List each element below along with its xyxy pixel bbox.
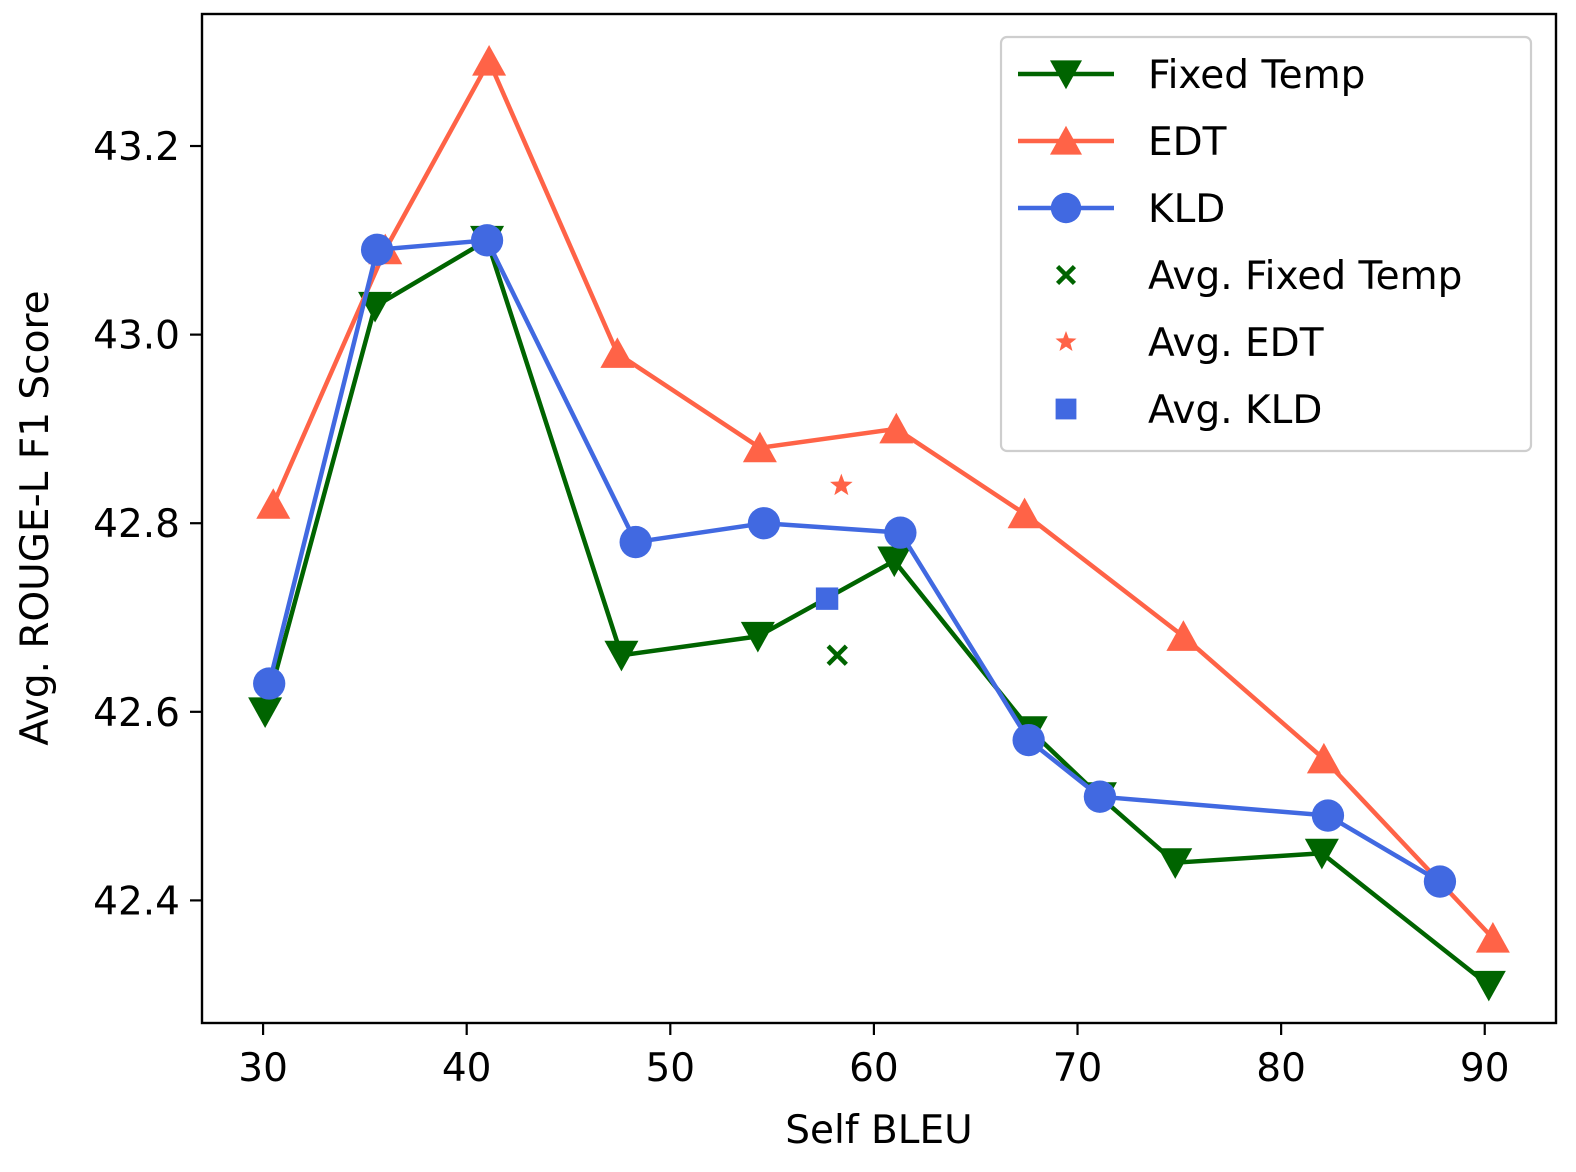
data-point	[472, 44, 507, 76]
y-tick-label: 43.0	[93, 314, 180, 359]
x-tick-label: 60	[849, 1046, 899, 1091]
data-point	[1083, 780, 1117, 813]
data-point	[1166, 620, 1201, 651]
series-avg-fixed-temp	[826, 644, 848, 666]
series-line	[267, 238, 1442, 884]
data-point	[879, 412, 914, 444]
data-point	[826, 644, 848, 666]
x-tick-label: 40	[442, 1046, 492, 1091]
legend-marker	[1050, 60, 1082, 90]
y-axis: 42.4 42.6 42.8 43.0 43.2	[93, 125, 202, 924]
x-axis: 30 40 50 60 70 80 90	[238, 1023, 1510, 1091]
x-tick-label: 90	[1460, 1046, 1510, 1091]
legend-label: Fixed Temp	[1148, 53, 1365, 98]
legend-box	[999, 35, 1533, 453]
series-avg-kld	[815, 587, 839, 610]
legend: Fixed Temp EDT KLD Avg. Fixed Temp Avg. EDT A…	[999, 35, 1533, 453]
data-point	[256, 488, 291, 519]
data-point	[604, 640, 639, 672]
legend-marker	[1055, 398, 1077, 420]
data-point	[815, 587, 839, 610]
data-point	[740, 621, 775, 653]
data-point	[1471, 970, 1506, 1002]
legend-marker	[1055, 330, 1077, 351]
data-point	[600, 337, 635, 368]
y-tick-label: 43.2	[93, 125, 180, 170]
legend-item-avg-kld: Avg. KLD	[1055, 388, 1322, 433]
data-point	[1475, 921, 1510, 953]
legend-item-avg-fixed-temp: Avg. Fixed Temp	[1055, 254, 1462, 299]
series-edt	[256, 44, 1510, 953]
legend-label: KLD	[1148, 187, 1225, 232]
data-point	[248, 697, 283, 728]
data-point	[470, 224, 504, 257]
x-tick-label: 30	[238, 1046, 288, 1091]
legend-label: Avg. KLD	[1148, 388, 1322, 433]
y-tick-label: 42.8	[93, 502, 180, 547]
data-point	[830, 473, 853, 496]
series-avg-edt	[830, 473, 853, 496]
legend-label: Avg. EDT	[1148, 321, 1324, 366]
data-point	[1007, 497, 1042, 529]
series-line	[271, 58, 1495, 940]
series-layer	[248, 44, 1510, 1002]
legend-item-avg-edt: Avg. EDT	[1055, 321, 1324, 366]
data-point	[360, 233, 394, 266]
x-tick-label: 70	[1053, 1046, 1103, 1091]
legend-item-fixed-temp: Fixed Temp	[1018, 53, 1365, 98]
legend-item-edt: EDT	[1018, 120, 1227, 165]
data-point	[253, 667, 286, 700]
x-tick-label: 50	[645, 1046, 695, 1091]
legend-marker	[1050, 192, 1082, 224]
legend-item-kld: KLD	[1018, 187, 1225, 232]
legend-label: Avg. Fixed Temp	[1148, 254, 1462, 299]
legend-label: EDT	[1148, 120, 1227, 165]
data-point	[877, 546, 912, 578]
data-point	[1423, 865, 1457, 898]
data-point	[1012, 723, 1045, 757]
data-point	[884, 516, 917, 549]
y-tick-label: 42.6	[93, 691, 180, 736]
data-point	[1158, 848, 1193, 879]
data-point	[619, 525, 652, 559]
legend-marker	[1055, 264, 1077, 286]
y-axis-title: Avg. ROUGE-L F1 Score	[13, 290, 58, 745]
data-point	[747, 507, 781, 540]
data-point	[742, 431, 777, 463]
data-point	[1311, 799, 1345, 832]
x-tick-label: 80	[1256, 1046, 1306, 1091]
y-tick-label: 42.4	[93, 879, 180, 924]
x-axis-title: Self BLEU	[785, 1108, 972, 1153]
plot-frame	[200, 12, 1558, 1025]
series-kld	[253, 224, 1457, 898]
legend-marker	[1050, 125, 1082, 155]
data-point	[1306, 742, 1341, 774]
data-point	[1304, 838, 1339, 870]
